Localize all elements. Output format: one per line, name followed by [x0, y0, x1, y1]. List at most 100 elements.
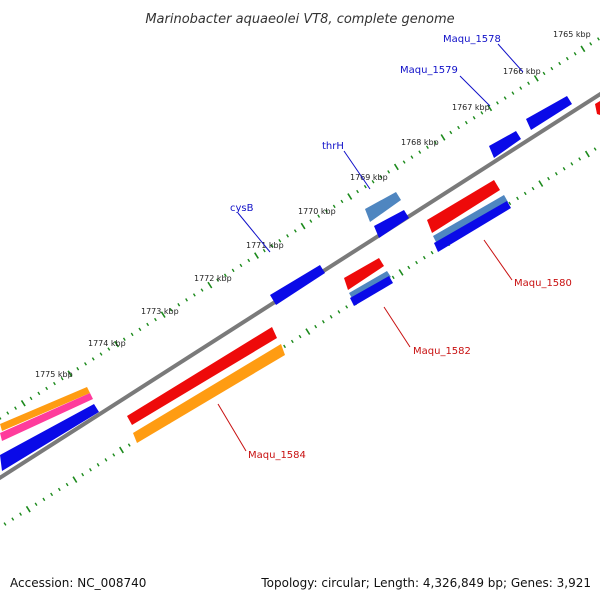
ruler-major-tick: [114, 340, 120, 348]
ruler-minor-tick: [345, 305, 349, 309]
gene-label[interactable]: thrH: [322, 141, 344, 152]
gene-arrow[interactable]: [127, 327, 277, 425]
ruler-minor-tick: [371, 180, 375, 184]
gene-label[interactable]: Maqu_1584: [248, 450, 306, 461]
ruler-minor-tick: [6, 411, 10, 415]
gene-arrow[interactable]: [133, 344, 285, 443]
ruler-minor-tick: [99, 352, 103, 356]
ruler-minor-tick: [503, 96, 507, 100]
ruler-minor-tick: [146, 322, 150, 327]
gene-label[interactable]: Maqu_1580: [514, 278, 572, 289]
gene-labels: Maqu_1578 Maqu_1579 thrH cysB Maqu_1580 …: [230, 34, 572, 461]
ruler-minor-tick: [340, 199, 344, 204]
gene-arrow[interactable]: [595, 101, 600, 115]
ruler-major-tick: [207, 281, 213, 289]
ruler-minor-tick: [410, 155, 414, 159]
gene-label[interactable]: Maqu_1582: [413, 346, 471, 357]
ruler-minor-tick: [527, 81, 530, 85]
ruler-minor-tick: [430, 250, 434, 255]
ruler-minor-tick: [449, 130, 453, 135]
ruler-minor-tick: [169, 308, 173, 312]
ruler-minor-tick: [42, 497, 46, 502]
ruler-minor-tick: [50, 492, 54, 497]
ruler-minor-tick: [317, 214, 321, 218]
ruler-minor-tick: [96, 463, 100, 467]
ruler-minor-tick: [402, 160, 406, 164]
ruler-minor-tick: [262, 248, 266, 253]
ruler-minor-tick: [321, 320, 325, 324]
ruler-minor-tick: [298, 334, 302, 339]
ruler-minor-tick: [472, 116, 476, 120]
ruler-minor-tick: [511, 91, 515, 95]
gene-arrow[interactable]: [270, 265, 325, 305]
gene-arrow[interactable]: [365, 192, 401, 222]
ruler-minor-tick: [11, 517, 15, 521]
leader-line: [217, 403, 247, 452]
tick-label: 1769 kbp: [350, 173, 388, 182]
gene-arrow[interactable]: [427, 180, 500, 233]
map-title: Marinobacter aquaeolei VT8, complete gen…: [145, 12, 454, 27]
ruler-major-tick: [20, 399, 26, 407]
gene-label[interactable]: Maqu_1578: [443, 34, 501, 45]
gene-features: [0, 96, 600, 471]
genome-summary: Topology: circular; Length: 4,326,849 bp…: [261, 576, 591, 590]
gene-arrow[interactable]: [374, 210, 409, 238]
ruler-minor-tick: [542, 71, 546, 76]
ruler-minor-tick: [29, 396, 33, 401]
gene-label[interactable]: Maqu_1579: [400, 65, 458, 76]
gene-arrow[interactable]: [344, 258, 384, 290]
ruler-minor-tick: [239, 263, 243, 268]
gene-arrow[interactable]: [0, 393, 93, 441]
tick-label: 1767 kbp: [452, 103, 490, 112]
ruler-minor-tick: [464, 120, 468, 125]
ruler-minor-tick: [407, 265, 411, 270]
ruler-minor-tick: [37, 391, 41, 396]
ruler-minor-tick: [332, 204, 336, 209]
gene-arrow[interactable]: [434, 201, 511, 252]
ruler-major-tick: [487, 104, 493, 112]
ruler-minor-tick: [508, 201, 512, 206]
ruler-minor-tick: [597, 37, 600, 41]
ruler-major-tick: [584, 150, 590, 158]
ruler-major-tick: [300, 222, 306, 230]
ruler-major-tick: [305, 328, 311, 335]
gene-arrow[interactable]: [350, 276, 393, 306]
ruler-minor-tick: [309, 219, 313, 223]
ruler-minor-tick: [426, 145, 429, 149]
ruler-minor-tick: [523, 191, 527, 196]
ruler-major-tick: [580, 45, 586, 53]
ruler-minor-tick: [573, 52, 577, 56]
ruler-minor-tick: [550, 66, 554, 71]
tick-label: 1773 kbp: [141, 307, 179, 316]
ruler-minor-tick: [192, 293, 196, 297]
tick-label: 1774 kbp: [88, 339, 126, 348]
ruler-major-tick: [25, 505, 31, 513]
ruler-minor-tick: [216, 278, 220, 282]
ruler-minor-tick: [337, 310, 341, 314]
ruler-minor-tick: [516, 196, 519, 201]
ruler-minor-tick: [415, 260, 418, 265]
ruler-minor-tick: [290, 339, 294, 344]
ruler-minor-tick: [60, 376, 64, 381]
gene-arrow[interactable]: [433, 195, 508, 244]
gene-arrow[interactable]: [0, 387, 90, 431]
ruler-minor-tick: [433, 140, 437, 145]
tick-label: 1765 kbp: [553, 30, 591, 39]
ruler-minor-tick: [558, 61, 562, 66]
ruler-minor-tick: [34, 502, 38, 506]
ruler-minor-tick: [89, 468, 92, 472]
gene-arrow[interactable]: [489, 131, 521, 158]
accession-text: Accession: NC_008740: [10, 576, 147, 590]
ruler-minor-tick: [496, 101, 499, 105]
gene-label[interactable]: cysB: [230, 203, 254, 214]
ruler-major-tick: [254, 252, 259, 259]
ruler-minor-tick: [231, 268, 235, 273]
ruler-minor-tick: [325, 209, 328, 213]
tick-label: 1775 kbp: [35, 370, 73, 379]
gene-arrow[interactable]: [0, 404, 99, 471]
ruler-minor-tick: [14, 406, 17, 410]
ruler-minor-tick: [293, 229, 297, 233]
gene-arrow[interactable]: [526, 96, 572, 130]
ruler-minor-tick: [19, 512, 22, 516]
